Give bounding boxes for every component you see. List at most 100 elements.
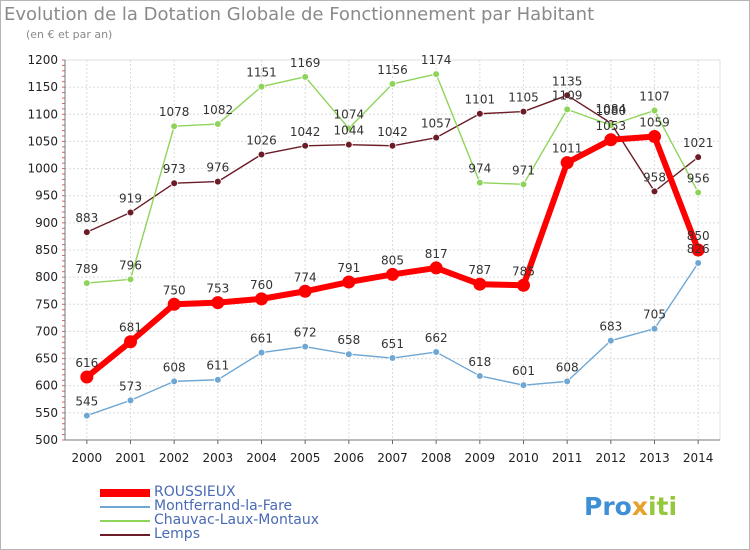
data-label-montferrand-la-fare: 661 <box>250 332 273 346</box>
y-tick-label: 950 <box>35 189 58 203</box>
data-label-montferrand-la-fare: 545 <box>75 395 98 409</box>
data-label-roussieux: 805 <box>381 253 404 267</box>
data-label-chauvac-laux-montaux: 971 <box>512 163 535 177</box>
point-chauvac-laux-montaux <box>301 73 309 81</box>
data-label-roussieux: 681 <box>119 321 142 335</box>
data-label-chauvac-laux-montaux: 1074 <box>334 107 365 121</box>
legend-label-roussieux: ROUSSIEUX <box>154 484 236 500</box>
x-tick-label: 2005 <box>290 451 321 465</box>
point-roussieux <box>342 275 356 289</box>
data-label-montferrand-la-fare: 651 <box>381 337 404 351</box>
point-montferrand-la-fare <box>694 259 702 267</box>
x-tick-label: 2009 <box>465 451 496 465</box>
point-lemps <box>214 177 222 186</box>
data-label-chauvac-laux-montaux: 789 <box>75 262 98 276</box>
legend-item-montferrand: Montferrand-la-Fare <box>100 498 360 514</box>
point-lemps <box>432 133 440 142</box>
data-label-roussieux: 791 <box>337 261 360 275</box>
data-label-lemps: 1021 <box>683 136 714 150</box>
x-tick-label: 2003 <box>203 451 234 465</box>
point-montferrand-la-fare <box>388 354 397 362</box>
point-chauvac-laux-montaux <box>83 279 91 287</box>
point-roussieux <box>255 292 268 306</box>
legend-item-lemps: Lemps <box>100 526 360 542</box>
point-montferrand-la-fare <box>650 324 659 333</box>
legend-item-chauvac: Chauvac-Laux-Montaux <box>100 512 360 528</box>
data-label-roussieux: 1059 <box>639 116 670 130</box>
point-chauvac-laux-montaux <box>257 82 266 91</box>
point-montferrand-la-fare <box>476 372 484 380</box>
point-chauvac-laux-montaux <box>345 124 353 133</box>
legend: ROUSSIEUX Montferrand-la-Fare Chauvac-La… <box>100 484 360 542</box>
data-label-montferrand-la-fare: 662 <box>425 331 448 345</box>
point-roussieux <box>298 284 312 298</box>
y-tick-label: 1050 <box>27 134 58 148</box>
data-label-chauvac-laux-montaux: 1169 <box>290 56 321 70</box>
x-tick-label: 2004 <box>246 451 277 465</box>
data-label-roussieux: 785 <box>512 264 535 278</box>
point-lemps <box>388 141 397 150</box>
data-label-chauvac-laux-montaux: 1109 <box>552 88 583 102</box>
point-lemps <box>563 91 571 100</box>
point-lemps <box>476 109 484 118</box>
point-chauvac-laux-montaux <box>607 121 615 129</box>
point-chauvac-laux-montaux <box>388 80 397 88</box>
point-montferrand-la-fare <box>607 336 615 345</box>
data-label-lemps: 976 <box>206 161 229 175</box>
data-label-lemps: 883 <box>75 211 98 225</box>
data-label-lemps: 1101 <box>465 93 496 107</box>
data-label-chauvac-laux-montaux: 1082 <box>203 103 234 117</box>
data-label-montferrand-la-fare: 601 <box>512 364 535 378</box>
data-label-montferrand-la-fare: 705 <box>643 308 666 322</box>
y-tick-label: 850 <box>35 243 58 257</box>
x-tick-label: 2000 <box>72 451 103 465</box>
point-lemps <box>694 153 702 161</box>
point-roussieux <box>124 335 137 349</box>
point-roussieux <box>167 297 181 311</box>
data-label-roussieux: 753 <box>206 282 229 296</box>
proxiti-logo: Proxiti <box>584 492 677 521</box>
point-roussieux <box>560 156 574 170</box>
point-lemps <box>170 179 178 188</box>
data-label-chauvac-laux-montaux: 796 <box>119 258 142 272</box>
point-chauvac-laux-montaux <box>126 275 135 284</box>
point-roussieux <box>386 267 399 281</box>
point-roussieux <box>429 261 443 275</box>
data-label-lemps: 973 <box>163 162 186 176</box>
data-label-lemps: 1044 <box>334 124 365 138</box>
axes: 500 550 600 650 700 750 800 850 900 950 1000 1050 11… <box>27 53 720 465</box>
legend-label-montferrand: Montferrand-la-Fare <box>154 498 293 514</box>
point-chauvac-laux-montaux <box>650 106 659 115</box>
legend-swatch-roussieux <box>100 489 150 497</box>
y-tick-label: 700 <box>35 324 58 338</box>
data-label-roussieux: 774 <box>294 270 317 284</box>
point-montferrand-la-fare <box>214 375 222 384</box>
point-chauvac-laux-montaux <box>432 70 440 78</box>
point-roussieux <box>648 130 661 144</box>
point-lemps <box>83 228 91 236</box>
data-label-lemps: 1084 <box>596 102 627 116</box>
point-roussieux <box>80 370 94 384</box>
point-chauvac-laux-montaux <box>476 178 484 187</box>
x-tick-label: 2007 <box>377 451 408 465</box>
y-tick-label: 1000 <box>27 162 58 176</box>
point-montferrand-la-fare <box>519 381 528 389</box>
data-label-montferrand-la-fare: 672 <box>294 326 317 340</box>
point-roussieux <box>691 243 705 257</box>
data-label-montferrand-la-fare: 658 <box>337 333 360 347</box>
data-labels: 883 919 973 976 1026 1042 1044 1042 1057 1101 1105… <box>75 53 713 408</box>
chart-subtitle: (en € et par an) <box>26 28 113 41</box>
point-lemps <box>345 140 353 149</box>
y-tick-label: 800 <box>35 270 58 284</box>
point-chauvac-laux-montaux <box>694 188 702 197</box>
y-tick-label: 1100 <box>27 107 58 121</box>
data-label-chauvac-laux-montaux: 974 <box>468 162 491 176</box>
legend-swatch-montferrand <box>100 506 150 508</box>
data-label-montferrand-la-fare: 573 <box>119 379 142 393</box>
point-chauvac-laux-montaux <box>170 122 178 131</box>
series-lines <box>80 70 705 420</box>
point-lemps <box>301 141 309 150</box>
logo-part-2: x <box>631 492 648 521</box>
x-tick-label: 2008 <box>421 451 452 465</box>
y-tick-label: 900 <box>35 216 58 230</box>
